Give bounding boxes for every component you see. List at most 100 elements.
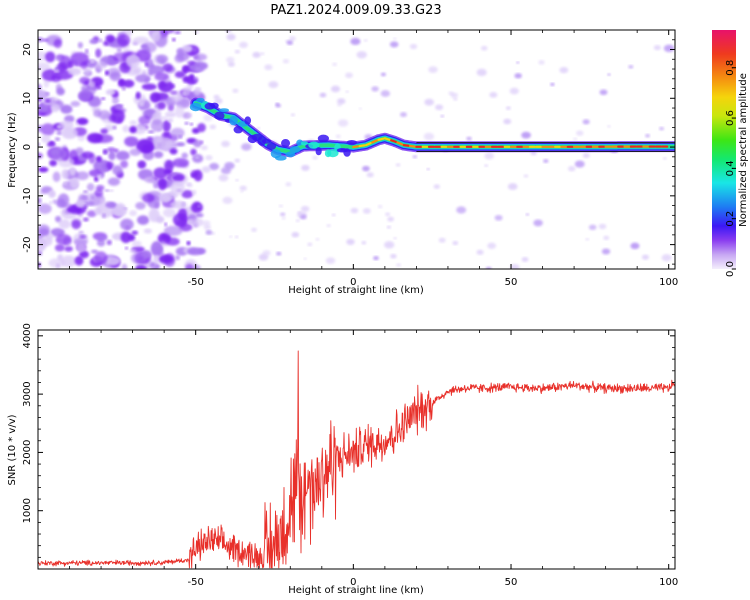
noise-blob: [181, 189, 193, 199]
noise-blob: [38, 203, 52, 214]
ridge-blob: [196, 97, 205, 103]
noise-blob: [44, 98, 51, 103]
noise-blob: [268, 81, 279, 89]
noise-blob: [197, 248, 206, 255]
noise-blob: [239, 41, 248, 49]
noise-blob: [120, 218, 134, 231]
ridge-blob: [233, 126, 243, 134]
noise-blob: [121, 86, 126, 91]
noise-blob: [156, 101, 166, 110]
noise-blob: [112, 96, 120, 105]
noise-blob: [115, 150, 130, 161]
noise-blob: [95, 184, 105, 191]
noise-blob: [331, 213, 336, 217]
noise-blob: [175, 255, 180, 261]
bottom-x-axis-label: Height of straight line (km): [288, 585, 424, 596]
noise-blob: [112, 125, 117, 130]
noise-blob: [450, 92, 458, 98]
noise-blob: [641, 254, 650, 260]
noise-blob: [77, 41, 83, 49]
noise-blob: [64, 246, 73, 252]
noise-blob: [149, 92, 161, 103]
noise-blob: [258, 253, 269, 261]
ridge-blob: [281, 139, 291, 148]
noise-blob: [350, 207, 359, 214]
top-x-axis-label: Height of straight line (km): [288, 285, 424, 296]
top-x-tick-label: 100: [659, 277, 678, 288]
noise-blob: [141, 41, 157, 53]
noise-blob: [153, 184, 159, 189]
ridge-blob: [285, 151, 296, 158]
noise-blob: [189, 77, 199, 84]
colorbar-tick-label: 0.4: [725, 160, 736, 176]
noise-blob: [582, 153, 590, 159]
noise-blob: [150, 119, 165, 132]
spectrogram-panel: -50 0 50 100 -20 -10 0 10 20 Height of straight…: [7, 29, 678, 296]
noise-blob: [487, 242, 497, 249]
noise-blob: [521, 131, 531, 139]
noise-blob: [241, 143, 252, 151]
noise-blob: [55, 56, 63, 61]
noise-blob: [170, 127, 185, 139]
noise-blob: [456, 206, 467, 214]
noise-blob: [663, 157, 667, 160]
noise-blob: [54, 137, 61, 142]
noise-blob: [312, 155, 318, 160]
top-y-ticks: -20 -10 0 10 20: [22, 29, 675, 265]
noise-blob: [164, 222, 168, 227]
bottom-y-axis-label: SNR (10 * v/v): [7, 414, 18, 485]
noise-blob: [607, 125, 611, 128]
noise-blob: [588, 224, 597, 231]
noise-blob: [393, 236, 397, 240]
noise-blob: [489, 92, 498, 98]
noise-blob: [130, 252, 146, 264]
noise-blob: [466, 136, 472, 141]
ridge-blob: [346, 140, 358, 146]
noise-blob: [38, 224, 50, 235]
noise-blob: [174, 104, 185, 118]
noise-blob: [170, 172, 177, 176]
noise-blob: [96, 235, 108, 241]
noise-blob: [659, 126, 665, 131]
noise-blob: [135, 74, 151, 83]
noise-blob: [49, 159, 58, 167]
noise-blob: [315, 238, 320, 241]
noise-blob: [362, 165, 370, 172]
noise-blob: [148, 59, 154, 67]
noise-blob: [172, 213, 189, 227]
noise-blob: [209, 124, 217, 130]
noise-blob: [282, 58, 290, 64]
noise-blob: [153, 151, 164, 159]
noise-blob: [73, 238, 88, 246]
noise-blob: [139, 101, 144, 107]
noise-blob: [185, 263, 194, 269]
spectral-ridge: [189, 97, 675, 161]
noise-blob: [104, 70, 109, 76]
noise-blob: [213, 94, 220, 100]
noise-blob: [75, 200, 85, 208]
top-y-tick-label: 0: [22, 144, 33, 150]
noise-blob: [330, 85, 341, 93]
noise-blob: [132, 124, 147, 135]
noise-blob: [138, 115, 151, 125]
noise-blob: [115, 202, 126, 217]
noise-blob: [70, 100, 81, 107]
bottom-x-tick-label: -50: [188, 577, 204, 588]
colorbar: 0.0 0.2 0.4 0.6 0.8 Normalized spectral ampl…: [712, 30, 749, 277]
noise-blob: [181, 152, 189, 159]
noise-blob: [476, 249, 484, 255]
noise-blob: [187, 60, 195, 66]
noise-blob: [162, 63, 173, 72]
noise-blob: [120, 160, 129, 169]
noise-blob: [147, 70, 154, 76]
noise-blob: [95, 60, 107, 71]
noise-blob: [192, 47, 198, 52]
noise-blob: [300, 214, 307, 220]
noise-blob: [93, 159, 111, 173]
noise-blob: [190, 201, 203, 213]
noise-blob: [187, 219, 194, 224]
noise-blob: [164, 111, 177, 118]
noise-blob: [218, 174, 229, 182]
noise-blob: [95, 155, 103, 163]
